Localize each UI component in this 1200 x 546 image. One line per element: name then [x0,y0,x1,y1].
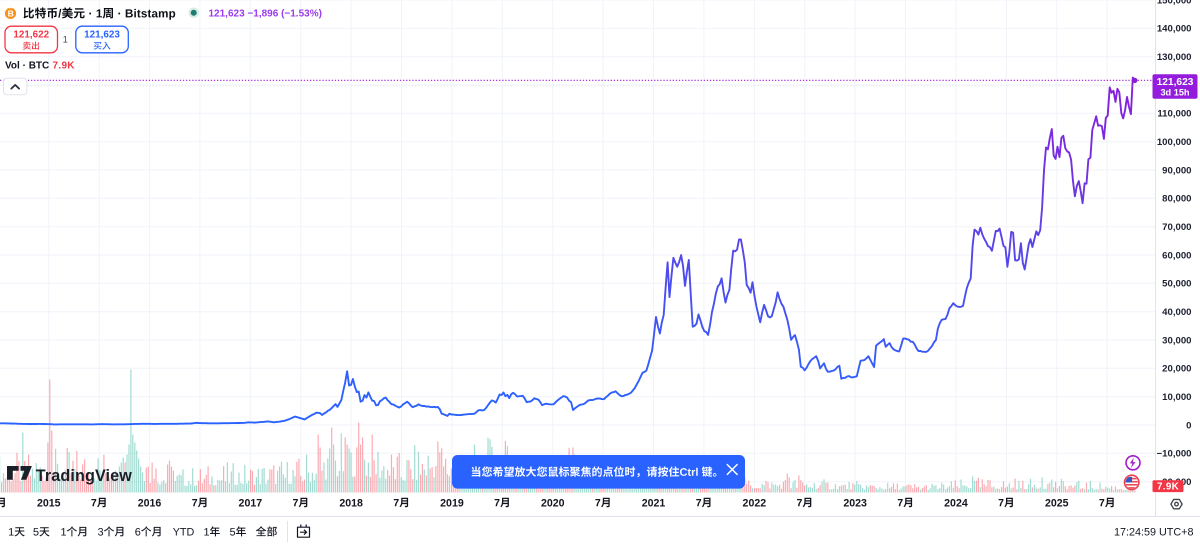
svg-text:17:24:59 UTC+8: 17:24:59 UTC+8 [1114,527,1194,539]
svg-text:40,000: 40,000 [1162,307,1191,318]
svg-text:100,000: 100,000 [1157,137,1192,148]
svg-text:130,000: 130,000 [1157,52,1192,63]
svg-text:7.9K: 7.9K [53,60,76,71]
svg-text:YTD: YTD [173,527,195,539]
svg-text:2022: 2022 [743,497,767,509]
svg-text:2021: 2021 [642,497,666,509]
svg-text:60,000: 60,000 [1162,250,1191,261]
svg-text:2019: 2019 [440,497,464,509]
svg-text:140,000: 140,000 [1157,24,1192,35]
svg-text:2017: 2017 [239,497,263,509]
svg-text:2018: 2018 [339,497,363,509]
svg-text:2020: 2020 [541,497,565,509]
svg-text:2023: 2023 [843,497,867,509]
svg-text:B: B [8,9,14,19]
svg-text:1: 1 [63,35,68,45]
svg-text:121,623: 121,623 [1157,77,1194,88]
svg-text:3d 15h: 3d 15h [1160,87,1189,97]
svg-text:121,623 −1,896 (−1.53%): 121,623 −1,896 (−1.53%) [209,8,322,19]
svg-text:50,000: 50,000 [1162,279,1191,290]
svg-text:80,000: 80,000 [1162,194,1191,205]
svg-text:20,000: 20,000 [1162,364,1191,375]
svg-text:TradingView: TradingView [36,467,132,485]
svg-text:150,000: 150,000 [1157,0,1192,6]
svg-text:10,000: 10,000 [1162,392,1191,403]
svg-text:Vol · BTC: Vol · BTC [5,60,49,71]
svg-text:121,622: 121,622 [13,30,49,41]
svg-text:121,623: 121,623 [84,30,120,41]
svg-text:2025: 2025 [1045,497,1069,509]
svg-text:2024: 2024 [944,497,968,509]
svg-text:2016: 2016 [138,497,162,509]
svg-text:110,000: 110,000 [1157,109,1191,120]
svg-text:90,000: 90,000 [1162,165,1191,176]
svg-text:30,000: 30,000 [1162,335,1191,346]
svg-text:−10,000: −10,000 [1157,449,1192,460]
svg-text:70,000: 70,000 [1162,222,1191,233]
svg-text:7.9K: 7.9K [1157,482,1179,493]
svg-text:2015: 2015 [37,497,61,509]
svg-text:0: 0 [1186,420,1191,431]
